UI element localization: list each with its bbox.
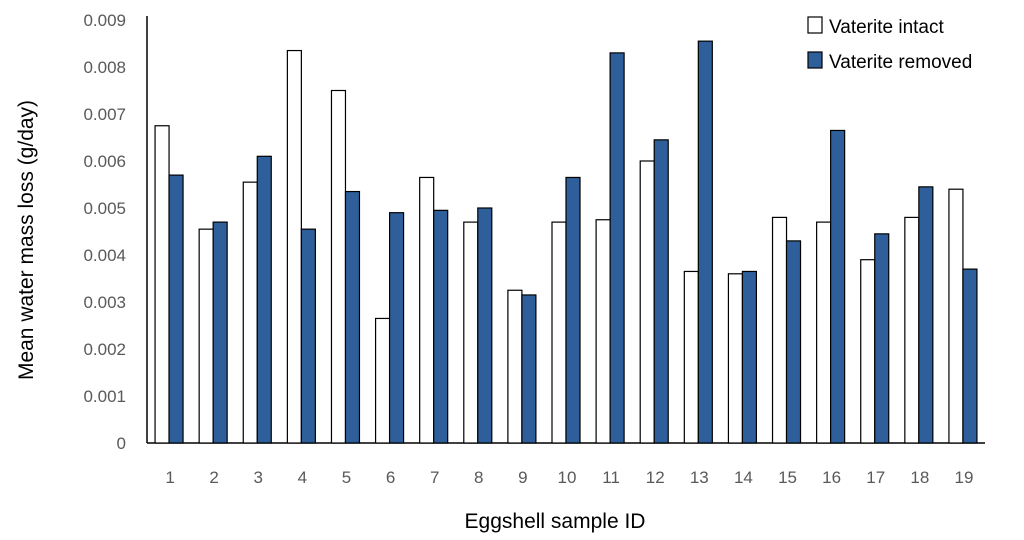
y-axis: 0 0.001 0.002 0.003 0.004 0.005 0.006 0.007 0.00… [83,11,148,453]
bar-vaterite-removed [256,155,272,444]
bar-vaterite-removed [344,190,361,444]
x-tick-label: 14 [734,468,753,487]
x-tick-label: 9 [518,468,527,487]
bar-vaterite-removed [521,294,537,444]
bar-vaterite-intact [948,188,964,444]
bar-vaterite-intact [595,219,611,444]
x-tick-label: 17 [866,468,885,487]
bar-vaterite-removed [168,174,184,444]
bar-vaterite-removed [785,240,802,444]
y-axis-title: Mean water mass loss (g/day) [15,100,38,380]
x-tick-label: 7 [430,468,439,487]
bar-vaterite-removed [830,129,846,444]
x-axis-title: Eggshell sample ID [465,510,646,533]
y-tick-label: 0.004 [83,246,126,265]
bar-vaterite-intact [154,125,170,444]
bar-vaterite-removed [565,176,581,444]
x-tick-label: 16 [822,468,841,487]
x-tick-label: 13 [690,468,709,487]
bar-vaterite-intact [507,289,523,444]
x-tick-label: 8 [474,468,483,487]
bar-vaterite-removed [388,212,405,444]
bar-vaterite-intact [904,216,920,444]
legend: Vaterite intact Vaterite removed [807,16,972,73]
bar-vaterite-removed [918,186,934,444]
x-tick-label: 12 [646,468,665,487]
bar-vaterite-removed [653,139,669,444]
bar-vaterite-removed [609,52,625,444]
y-tick-label: 0.001 [83,387,126,406]
x-tick-label: 5 [342,468,351,487]
x-tick-label: 15 [778,468,797,487]
y-tick-label: 0.002 [83,340,126,359]
bar-vaterite-intact [860,259,876,444]
bar-vaterite-intact [551,221,567,444]
y-tick-label: 0.006 [83,152,126,171]
bar-vaterite-intact [816,221,832,444]
bar-vaterite-intact [286,49,302,444]
bar-vaterite-removed [212,221,228,444]
x-axis: 1 2 3 4 5 6 7 8 9 10 11 12 13 14 15 16 17 18 19 [147,442,985,487]
bar-vaterite-intact [242,181,258,444]
x-tick-label: 4 [298,468,307,487]
legend-swatch-vaterite-intact [807,16,823,34]
x-tick-label: 6 [386,468,395,487]
y-tick-label: 0.005 [83,199,126,218]
x-tick-label: 3 [254,468,263,487]
legend-label-vaterite-removed: Vaterite removed [829,52,972,73]
bar-vaterite-intact [683,270,699,444]
bar-vaterite-intact [198,228,214,444]
bar-vaterite-intact [330,89,347,444]
bar-vaterite-removed [874,233,890,444]
y-tick-label: 0.003 [83,293,126,312]
bar-vaterite-removed [300,228,316,444]
x-tick-label: 18 [910,468,929,487]
bar-vaterite-intact [419,176,435,444]
bar-vaterite-removed [741,270,758,444]
x-tick-label: 2 [209,468,218,487]
bar-vaterite-intact [727,273,744,444]
x-tick-label: 19 [954,468,973,487]
legend-label-vaterite-intact: Vaterite intact [829,17,944,38]
y-tick-label: 0.009 [83,11,126,30]
bar-vaterite-intact [639,160,655,444]
bar-vaterite-intact [463,221,479,444]
bar-vaterite-intact [771,216,788,444]
legend-swatch-vaterite-removed [807,51,823,69]
y-tick-label: 0 [117,434,126,453]
bar-vaterite-removed [477,207,493,444]
y-tick-label: 0.008 [83,58,126,77]
x-tick-label: 10 [558,468,577,487]
bar-vaterite-removed [962,268,978,444]
x-tick-label: 1 [165,468,174,487]
bars [154,40,978,444]
x-tick-label: 11 [602,468,620,487]
bar-vaterite-intact [374,317,391,444]
bar-vaterite-removed [433,209,449,444]
bar-vaterite-removed [697,40,713,444]
y-tick-label: 0.007 [83,105,126,124]
